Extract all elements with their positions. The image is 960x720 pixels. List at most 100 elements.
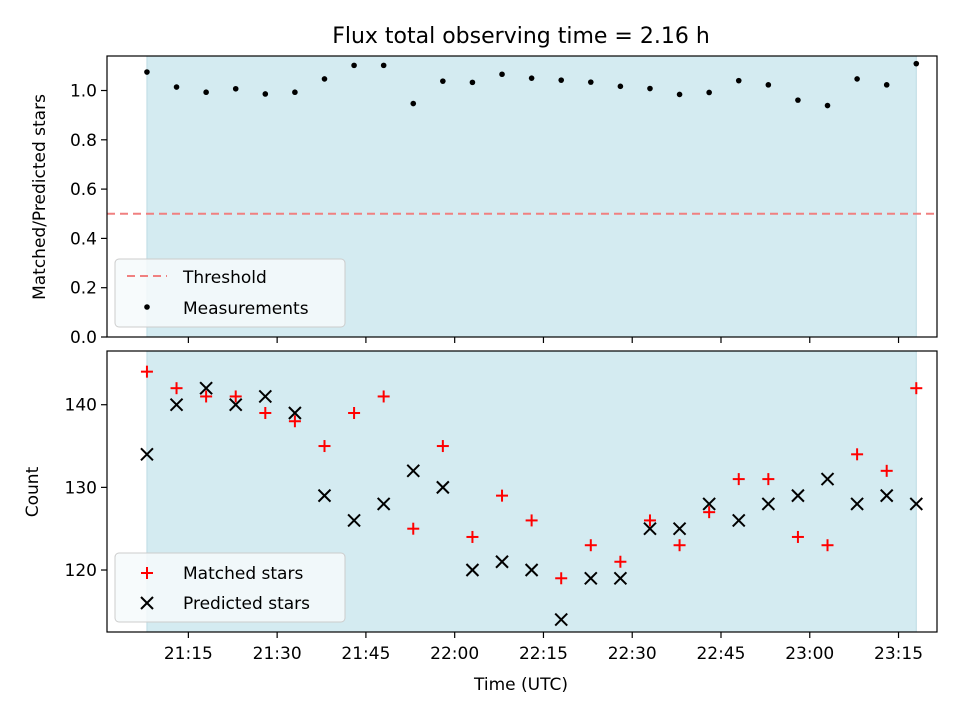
chart-title: Flux total observing time = 2.16 h <box>332 24 710 49</box>
matched-star-point <box>910 382 923 395</box>
x-tick-label: 21:45 <box>341 644 390 664</box>
top-legend-box <box>114 258 346 328</box>
measurement-point <box>232 85 239 92</box>
measurement-point <box>499 71 505 78</box>
measurement-point <box>144 69 150 75</box>
top-x-ticks <box>187 337 900 343</box>
x-tick-label: 21:15 <box>164 644 213 664</box>
predicted-star-point <box>643 521 657 536</box>
predicted-star-point <box>791 488 805 503</box>
matched-star-point <box>436 440 449 453</box>
predicted-star-point <box>376 497 391 511</box>
y-tick-label: 120 <box>65 561 97 581</box>
bottom-legend-box <box>114 552 346 623</box>
top-legend: Threshold Measurements <box>114 258 346 328</box>
predicted-star-point <box>169 398 184 412</box>
y-tick-label: 0.6 <box>70 180 97 200</box>
matched-star-point <box>673 539 686 552</box>
predicted-star-point <box>140 447 154 462</box>
matched-star-point <box>288 415 301 428</box>
predicted-star-point <box>554 612 568 627</box>
x-tick-label: 21:30 <box>253 644 302 664</box>
measurement-points <box>144 60 920 109</box>
matched-star-point <box>732 473 745 486</box>
predicted-star-point <box>465 563 480 577</box>
predicted-star-point <box>879 488 894 503</box>
predicted-star-point <box>613 571 628 585</box>
measurement-point <box>854 76 860 82</box>
measurement-point <box>913 60 920 67</box>
y-tick-label: 0.2 <box>70 279 97 299</box>
measurement-point <box>558 77 565 83</box>
matched-star-point <box>821 539 834 552</box>
x-tick-label: 22:45 <box>696 644 745 664</box>
top-y-ticks: 0.0 0.2 0.4 0.6 0.8 1.0 <box>70 82 107 348</box>
matched-star-point <box>851 448 864 461</box>
predicted-star-point <box>347 513 361 528</box>
bottom-legend: Matched stars Predicted stars <box>114 552 346 623</box>
measurement-point <box>706 89 712 96</box>
measurement-point <box>469 79 476 86</box>
measurement-point <box>795 97 801 103</box>
legend-measurements-swatch <box>144 304 150 310</box>
y-tick-label: 0.8 <box>70 131 97 151</box>
matched-star-point <box>584 539 597 552</box>
bottom-y-axis-label: Count <box>23 466 43 517</box>
measurement-point <box>203 89 209 96</box>
measurement-point <box>440 78 446 84</box>
measurement-point <box>676 91 683 98</box>
y-tick-label: 140 <box>65 396 97 416</box>
legend-matched-swatch <box>141 567 153 579</box>
matched-star-point <box>555 572 568 585</box>
matched-star-point <box>377 390 390 403</box>
measurement-point <box>735 77 742 84</box>
legend-predicted-label: Predicted stars <box>183 594 310 614</box>
predicted-star-point <box>406 464 420 478</box>
measurement-point <box>380 62 387 69</box>
matched-star-point <box>229 390 242 403</box>
measurement-point <box>351 62 357 69</box>
measurement-point <box>647 85 653 92</box>
measurement-point <box>292 89 298 96</box>
predicted-star-point <box>702 497 716 511</box>
y-tick-label: 1.0 <box>70 82 97 102</box>
matched-star-point <box>170 382 183 395</box>
matched-star-point <box>762 473 775 486</box>
matched-star-point <box>525 514 538 527</box>
measurement-point <box>528 75 535 81</box>
predicted-star-point <box>258 389 273 404</box>
matched-star-point <box>466 530 479 543</box>
x-tick-label: 23:00 <box>785 644 834 664</box>
matched-star-point <box>880 464 893 477</box>
matched-star-point <box>791 530 804 543</box>
top-y-axis-label: Matched/Predicted stars <box>30 94 50 300</box>
matched-star-point <box>643 514 656 527</box>
matched-star-point <box>614 555 627 568</box>
predicted-star-point <box>672 521 687 536</box>
matched-stars-points <box>140 365 923 585</box>
measurement-point <box>321 76 328 82</box>
bottom-plot-frame <box>106 350 938 633</box>
bottom-x-ticks: 21:15 21:30 21:45 22:00 22:15 22:30 22:45 23:00… <box>164 632 923 664</box>
legend-threshold-label: Threshold <box>182 268 267 288</box>
x-tick-label: 22:15 <box>519 644 568 664</box>
matched-star-point <box>140 365 153 378</box>
predicted-star-point <box>909 497 923 511</box>
measurement-point <box>824 102 831 109</box>
measurement-point <box>765 82 772 88</box>
x-tick-label: 22:00 <box>430 644 479 664</box>
y-tick-label: 0.0 <box>70 328 97 348</box>
measurement-point <box>883 82 890 88</box>
predicted-star-point <box>584 571 598 585</box>
bottom-y-ticks: 120 130 140 <box>65 396 107 581</box>
predicted-star-point <box>732 513 746 528</box>
matched-star-point <box>407 522 420 535</box>
measurement-point <box>173 84 180 90</box>
measurement-point <box>410 100 417 107</box>
predicted-star-point <box>524 563 539 577</box>
matched-star-point <box>703 506 716 519</box>
predicted-star-point <box>229 398 243 412</box>
predicted-star-point <box>761 497 776 511</box>
predicted-star-point <box>495 555 509 569</box>
